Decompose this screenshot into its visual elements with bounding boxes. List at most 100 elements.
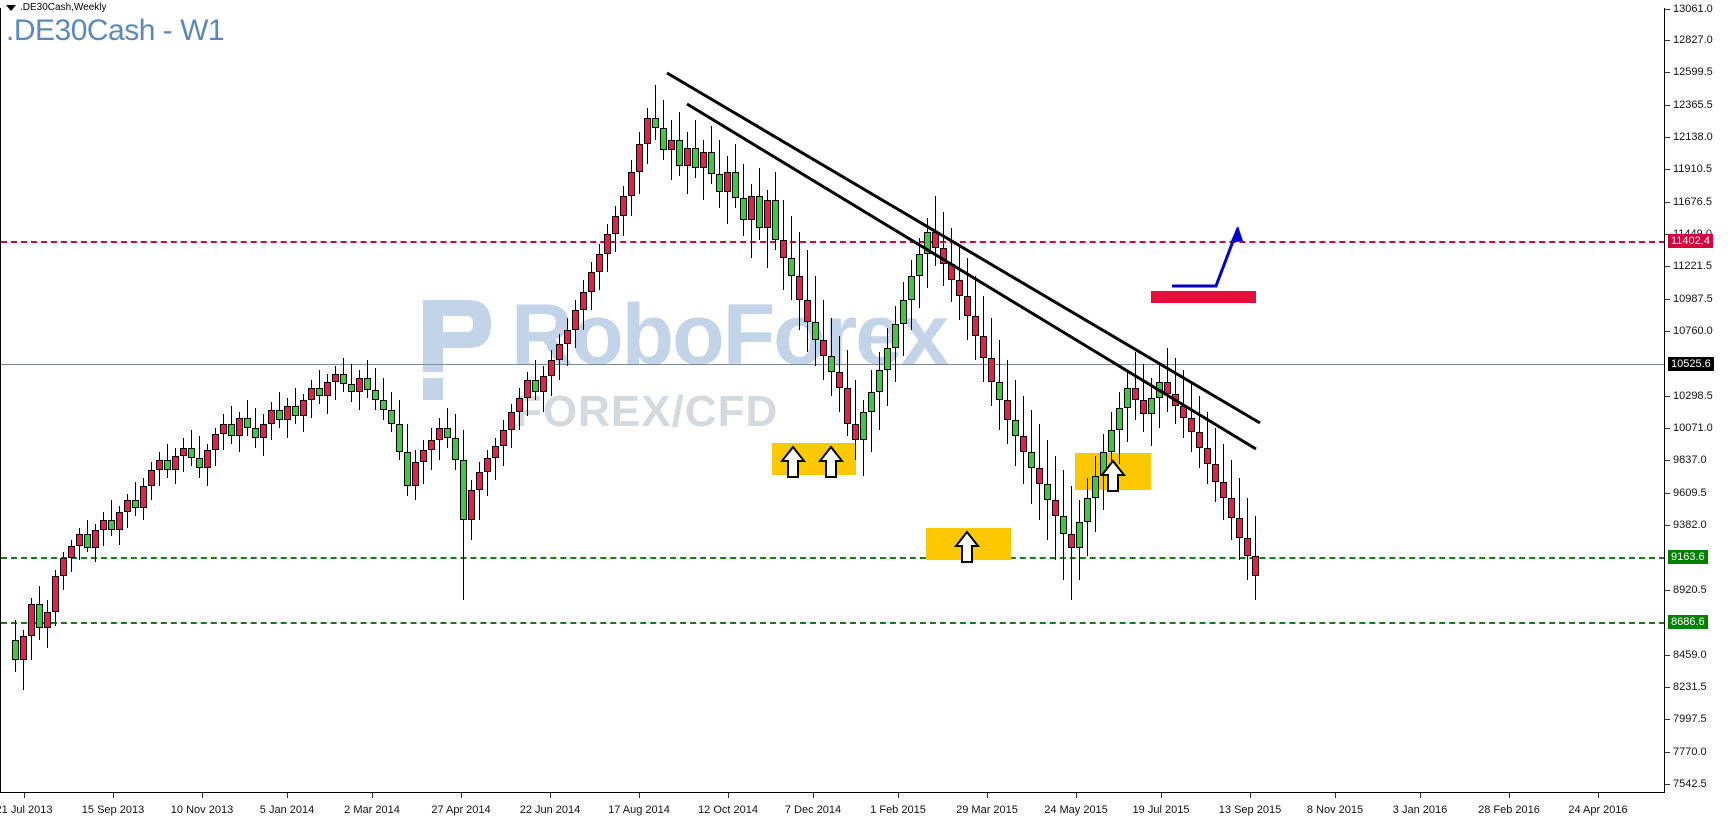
candle-body[interactable] bbox=[1172, 394, 1179, 406]
price-level-9163.6[interactable] bbox=[1, 557, 1664, 559]
candle-body[interactable] bbox=[1252, 556, 1259, 576]
candle-body[interactable] bbox=[1092, 476, 1099, 498]
candle-body[interactable] bbox=[68, 546, 75, 558]
candle-body[interactable] bbox=[1204, 448, 1211, 464]
date-axis[interactable]: 21 Jul 2013 15 Sep 2013 10 Nov 2013 5 Jan 2… bbox=[0, 793, 1730, 822]
candle-body[interactable] bbox=[892, 324, 899, 348]
candle-body[interactable] bbox=[604, 234, 611, 254]
candle-body[interactable] bbox=[940, 248, 947, 264]
candle-body[interactable] bbox=[364, 378, 371, 390]
candle-body[interactable] bbox=[948, 264, 955, 280]
candle-body[interactable] bbox=[132, 500, 139, 508]
candle-body[interactable] bbox=[1044, 484, 1051, 500]
candle-body[interactable] bbox=[1180, 406, 1187, 418]
candle-body[interactable] bbox=[188, 448, 195, 458]
candle-body[interactable] bbox=[260, 424, 267, 438]
candle-body[interactable] bbox=[212, 434, 219, 450]
candle-body[interactable] bbox=[556, 344, 563, 360]
candle-body[interactable] bbox=[628, 172, 635, 196]
candle-body[interactable] bbox=[268, 410, 275, 424]
candle-body[interactable] bbox=[876, 370, 883, 392]
candle-body[interactable] bbox=[452, 438, 459, 460]
candle-body[interactable] bbox=[1132, 388, 1139, 400]
candle-body[interactable] bbox=[460, 460, 467, 520]
candle-body[interactable] bbox=[884, 348, 891, 370]
candle-body[interactable] bbox=[180, 448, 187, 456]
candle-body[interactable] bbox=[660, 128, 667, 150]
candle-body[interactable] bbox=[596, 254, 603, 272]
candle-body[interactable] bbox=[1020, 436, 1027, 452]
candle-body[interactable] bbox=[652, 118, 659, 128]
candle-body[interactable] bbox=[548, 360, 555, 376]
candle-body[interactable] bbox=[428, 440, 435, 450]
candle-body[interactable] bbox=[1244, 538, 1251, 556]
candle-body[interactable] bbox=[84, 534, 91, 548]
candle-body[interactable] bbox=[572, 310, 579, 330]
candle-body[interactable] bbox=[796, 276, 803, 300]
candle-body[interactable] bbox=[716, 174, 723, 192]
candle-body[interactable] bbox=[852, 424, 859, 440]
candle-body[interactable] bbox=[316, 388, 323, 396]
candle-body[interactable] bbox=[1196, 432, 1203, 448]
candle-body[interactable] bbox=[76, 534, 83, 546]
candle-body[interactable] bbox=[740, 198, 747, 220]
candle-body[interactable] bbox=[372, 390, 379, 400]
candle-body[interactable] bbox=[1220, 482, 1227, 498]
candle-body[interactable] bbox=[1124, 388, 1131, 408]
candle-body[interactable] bbox=[524, 380, 531, 398]
candle-body[interactable] bbox=[116, 512, 123, 530]
candle-body[interactable] bbox=[1188, 418, 1195, 432]
candle-body[interactable] bbox=[252, 428, 259, 438]
candle-body[interactable] bbox=[308, 388, 315, 400]
candle-body[interactable] bbox=[1212, 464, 1219, 482]
candle-body[interactable] bbox=[932, 232, 939, 248]
candle-body[interactable] bbox=[36, 604, 43, 628]
candle-body[interactable] bbox=[956, 280, 963, 296]
candle-body[interactable] bbox=[348, 384, 355, 392]
candle-body[interactable] bbox=[1100, 452, 1107, 476]
candle-body[interactable] bbox=[916, 254, 923, 276]
candle-body[interactable] bbox=[60, 558, 67, 576]
candle-body[interactable] bbox=[844, 388, 851, 424]
candle-body[interactable] bbox=[580, 292, 587, 310]
candle-body[interactable] bbox=[1156, 382, 1163, 398]
candle-body[interactable] bbox=[404, 452, 411, 486]
candle-body[interactable] bbox=[388, 410, 395, 424]
candle-body[interactable] bbox=[204, 450, 211, 468]
candle-body[interactable] bbox=[508, 412, 515, 430]
candle-body[interactable] bbox=[164, 460, 171, 470]
candle-body[interactable] bbox=[28, 604, 35, 636]
candle-body[interactable] bbox=[436, 428, 443, 440]
candle-body[interactable] bbox=[1060, 516, 1067, 534]
candle-body[interactable] bbox=[156, 460, 163, 470]
candle-body[interactable] bbox=[500, 430, 507, 446]
candle-body[interactable] bbox=[900, 300, 907, 324]
chart-plot-area[interactable]: RoboForex FOREX/CFD bbox=[0, 8, 1664, 793]
candle-body[interactable] bbox=[196, 458, 203, 468]
candle-body[interactable] bbox=[588, 272, 595, 292]
candle-body[interactable] bbox=[972, 316, 979, 336]
candle-body[interactable] bbox=[724, 172, 731, 192]
triangle-down-icon[interactable] bbox=[6, 4, 16, 11]
candle-body[interactable] bbox=[220, 424, 227, 434]
candle-body[interactable] bbox=[708, 152, 715, 174]
candle-body[interactable] bbox=[476, 472, 483, 490]
candle-body[interactable] bbox=[228, 424, 235, 436]
candle-body[interactable] bbox=[356, 378, 363, 392]
candle-body[interactable] bbox=[100, 520, 107, 530]
candle-body[interactable] bbox=[1228, 498, 1235, 518]
candle-body[interactable] bbox=[492, 446, 499, 458]
candle-body[interactable] bbox=[44, 612, 51, 628]
candle-body[interactable] bbox=[412, 462, 419, 486]
symbol-bar[interactable]: .DE30Cash,Weekly bbox=[6, 2, 107, 13]
candle-body[interactable] bbox=[620, 196, 627, 216]
candle-body[interactable] bbox=[668, 140, 675, 150]
candle-body[interactable] bbox=[332, 374, 339, 382]
candle-body[interactable] bbox=[700, 152, 707, 168]
candle-body[interactable] bbox=[788, 258, 795, 276]
candle-body[interactable] bbox=[1084, 498, 1091, 522]
candle-body[interactable] bbox=[444, 428, 451, 438]
candle-body[interactable] bbox=[124, 500, 131, 512]
candle-body[interactable] bbox=[756, 196, 763, 228]
candle-body[interactable] bbox=[780, 240, 787, 258]
